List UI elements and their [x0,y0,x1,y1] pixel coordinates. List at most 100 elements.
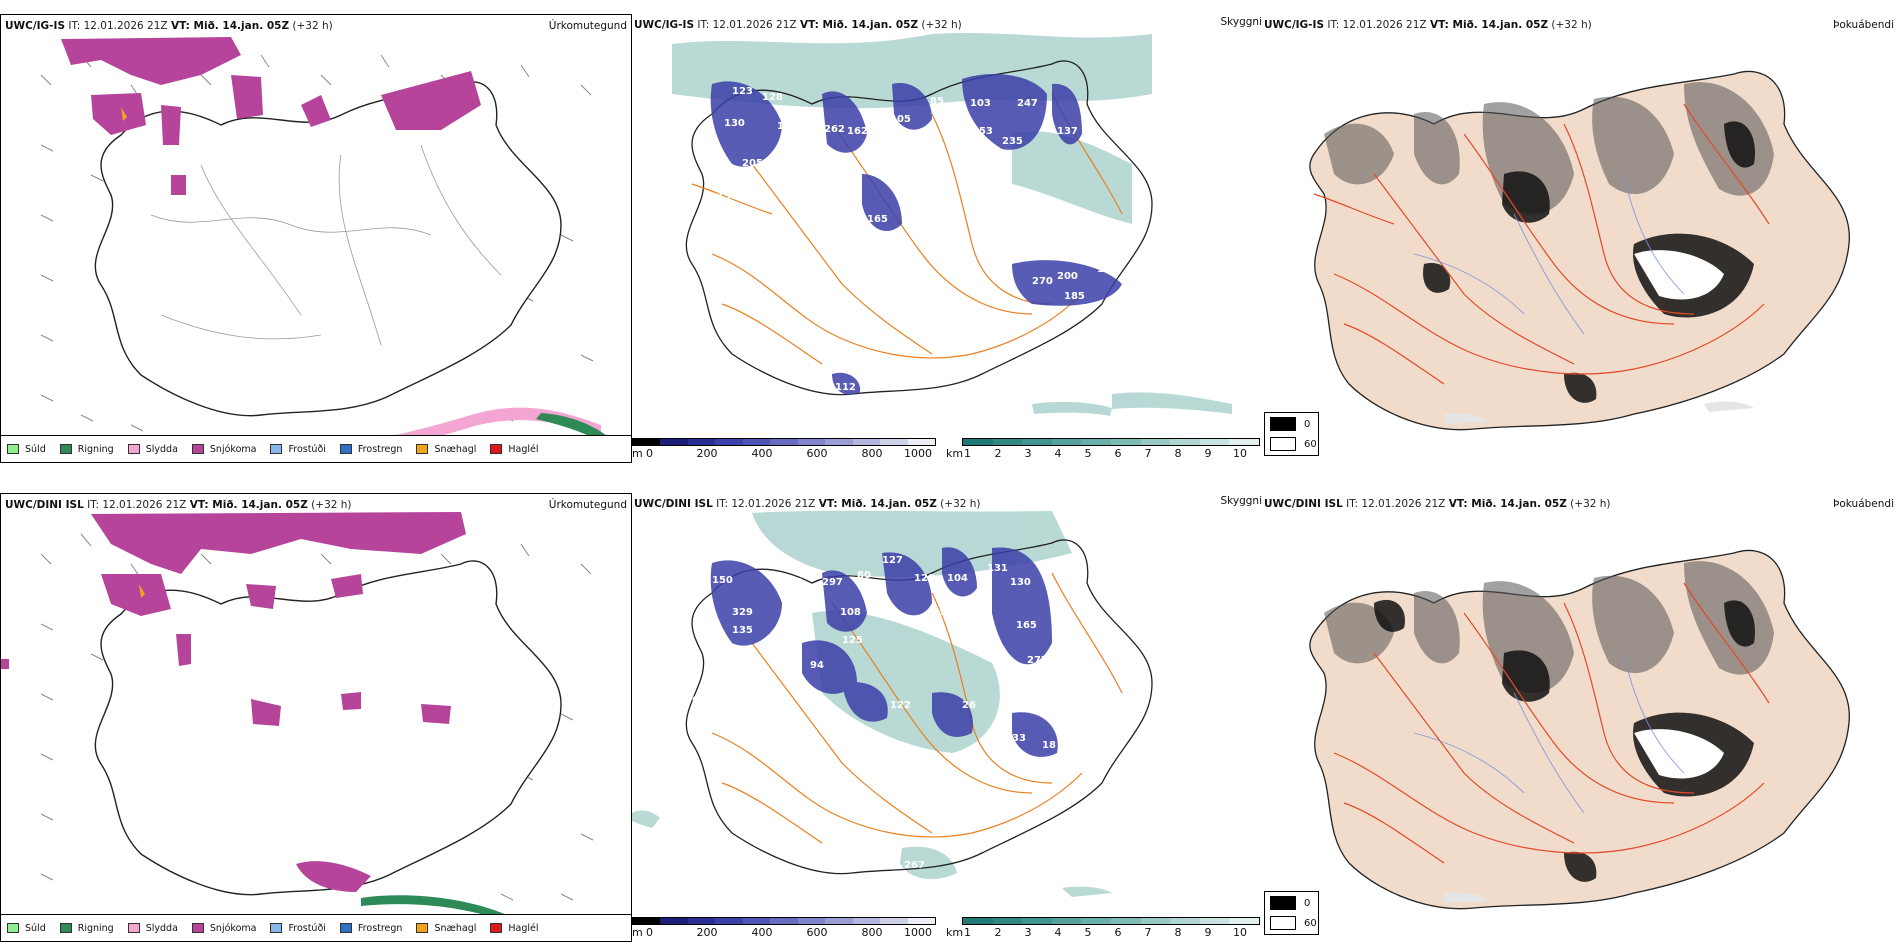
fog-legend-label: 0 [1304,897,1311,909]
vis-value: 108 [840,607,861,618]
legend-label: Haglél [508,443,539,455]
ceiling-unit: m [632,447,643,460]
fog-legend-row: 60 [1270,437,1317,451]
init-time: IT: 12.01.2026 21Z [1346,498,1446,510]
cbar-step [1229,918,1259,924]
vis-value: 94 [810,660,824,671]
vis-value: 131 [987,563,1008,574]
init-time: IT: 12.01.2026 21Z [1327,19,1427,31]
fog-legend-label: 0 [1304,418,1311,430]
cbar-step [1081,918,1111,924]
vis-value: 137 [1057,126,1078,137]
fog-swatch [1270,916,1296,930]
ceiling-tick: 800 [861,447,883,460]
cbar-step [1170,918,1200,924]
legend-label: Slydda [145,922,178,934]
cbar-step [1051,439,1082,445]
legend-label: Frostregn [357,922,403,934]
precip-legend: Súld Rigning Slydda Snjókoma Frostúði Fr… [1,435,631,462]
vis-value: 247 [1017,98,1038,109]
model-name: UWC/DINI ISL [5,499,84,511]
valid-time: VT: Mið. 14.jan. 05Z [189,499,308,511]
ceiling-unit: m [632,926,643,939]
cloud-base-map: 123 128 130 140 262 162 105 85 103 247 1… [672,32,1232,416]
fog-swatch [1270,417,1296,431]
legend-label: Haglél [508,922,539,934]
ceiling-tick: 200 [696,926,718,939]
legend-swatch [191,923,204,933]
fog-legend: 0 60 [1264,891,1319,935]
legend-swatch [127,923,140,933]
legend-swatch [490,444,503,454]
valid-time: VT: Mið. 14.jan. 05Z [799,19,919,31]
legend-label: Snjókoma [209,443,257,455]
fog-legend-label: 60 [1304,917,1317,929]
vis-value: 152 [760,553,781,564]
iceland-outline [685,539,1153,875]
cbar-step [687,918,716,924]
panel-title: UWC/IG-IS IT: 12.01.2026 21Z VT: Mið. 14… [634,19,962,31]
visibility-labels: 197 152 150 172 297 80 127 120 104 131 1… [692,547,1056,871]
model-name: UWC/IG-IS [634,19,695,31]
visibility-tick: 5 [1084,447,1092,460]
ceiling-tick: 600 [806,447,828,460]
visibility-tick: 8 [1174,447,1182,460]
legend-item: Rigning [59,444,114,455]
cbar-step [907,918,935,924]
visibility-tick: 8 [1174,926,1182,939]
vis-value: 185 [1064,291,1085,302]
vis-value: 155 [932,607,953,618]
vis-value: 262 [824,124,845,135]
vis-value: 130 [1010,577,1031,588]
visibility-tick: 10 [1233,447,1247,460]
visibility-colorbar [962,438,1260,446]
visibility-tick: 9 [1204,447,1212,460]
fog-swatch [1270,437,1296,451]
valid-time: VT: Mið. 14.jan. 05Z [170,20,290,32]
vis-value: 150 [712,575,733,586]
legend-label: Snæhagl [434,922,477,934]
vis-value: 120 [914,573,935,584]
valid-time: VT: Mið. 14.jan. 05Z [1448,498,1567,510]
panel-title: UWC/DINI ISL IT: 12.01.2026 21Z VT: Mið.… [634,498,981,510]
cbar-step [1170,439,1200,445]
legend-item: Rigning [59,923,114,934]
fog-legend: 0 60 [1264,412,1319,456]
visibility-tick: 10 [1233,926,1247,939]
visibility-unit: km [946,447,964,460]
legend-item: Frostregn [339,922,403,934]
cbar-step [1022,918,1052,924]
cbar-step [992,439,1023,445]
legend-swatch [59,444,72,454]
visibility-tick: 5 [1084,926,1092,939]
vis-value: 205 [742,158,763,169]
cbar-step [825,918,853,924]
visibility-tick: 4 [1054,926,1062,939]
ceiling-tick: 400 [751,926,773,939]
cbar-step [880,918,908,924]
cbar-step [715,439,743,445]
visibility-tick: 2 [994,926,1002,939]
legend-swatch [416,444,429,454]
cbar-step [633,918,661,924]
cbar-step [660,439,688,445]
vis-value: 101 [707,226,728,237]
legend-swatch [416,923,429,933]
cbar-step [742,918,771,924]
legend-swatch [127,444,140,454]
vis-value: 123 [732,86,753,97]
cbar-step [852,439,881,445]
ceiling-tick: 400 [751,447,773,460]
ceiling-tick: 600 [806,926,828,939]
cbar-step [907,439,935,445]
visibility-tick: 2 [994,447,1002,460]
valid-time: VT: Mið. 14.jan. 05Z [1429,19,1549,31]
precip-panel-row2: UWC/DINI ISL IT: 12.01.2026 21Z VT: Mið.… [0,493,632,942]
legend-label: Súld [25,922,46,934]
visibility-tick: 3 [1024,447,1032,460]
cbar-step [797,439,826,445]
fog-swatch [1270,896,1296,910]
iceland-outline [685,60,1153,396]
model-name: UWC/IG-IS [5,20,66,32]
vis-value: 18 [1042,740,1056,751]
